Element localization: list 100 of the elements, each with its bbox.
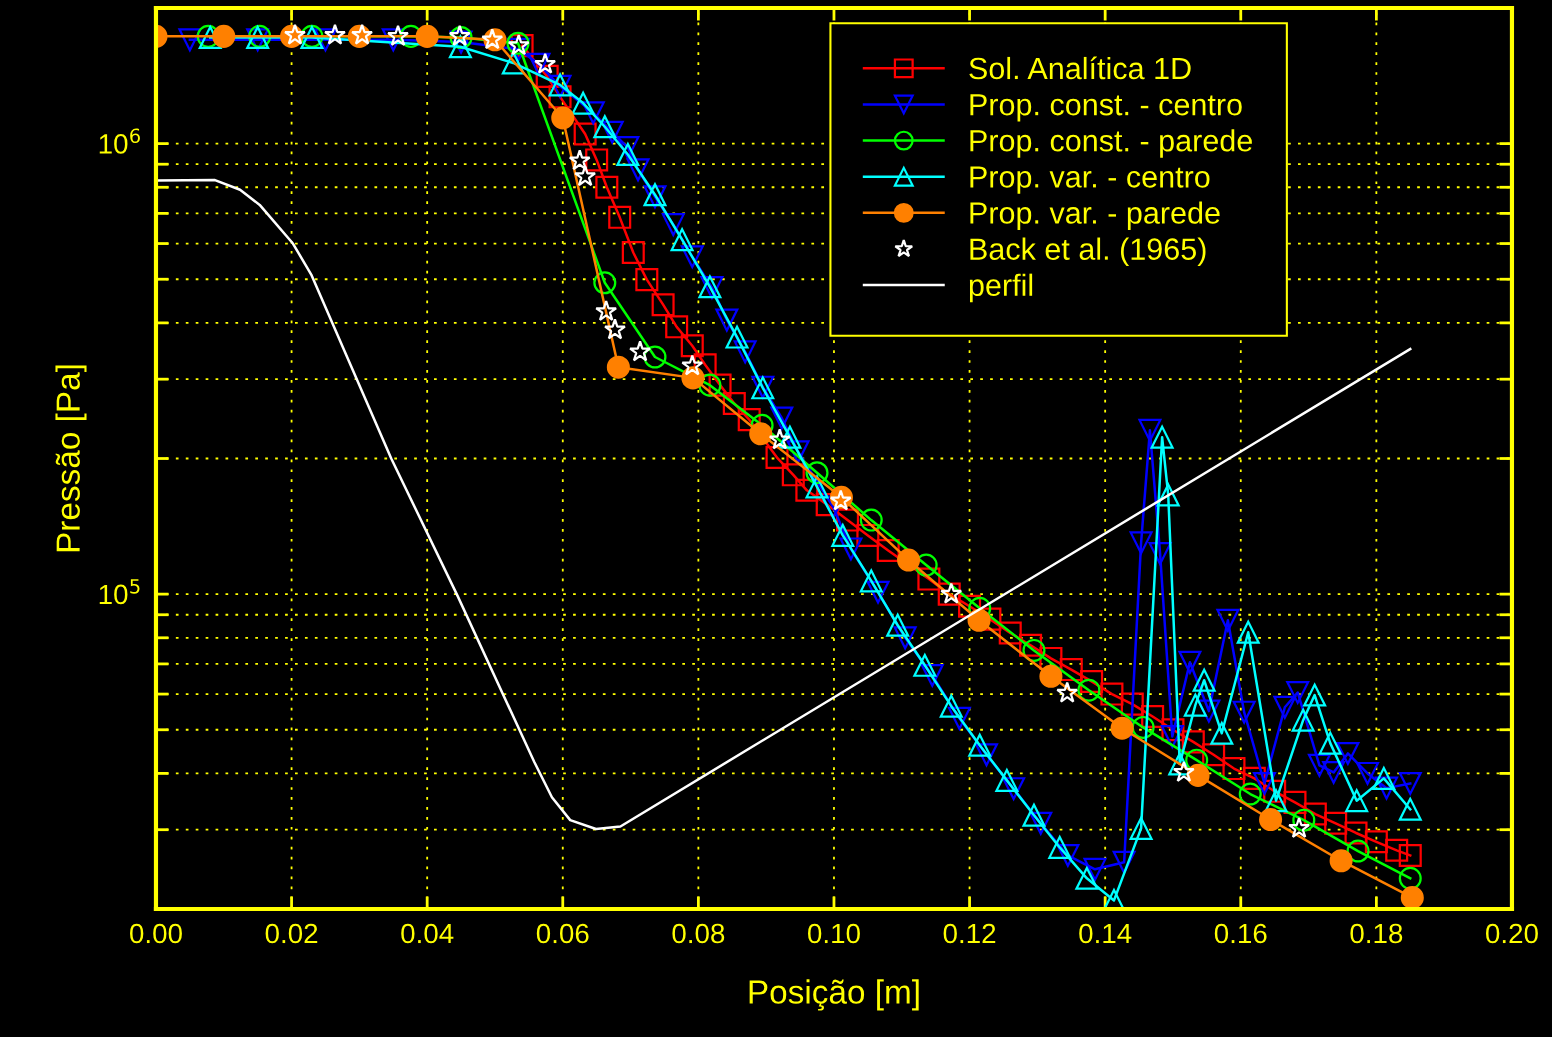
- point: [1264, 789, 1288, 813]
- point: [897, 548, 921, 572]
- point: [1178, 650, 1202, 674]
- point: [974, 743, 999, 767]
- point: [381, 28, 405, 52]
- point: [1291, 708, 1315, 732]
- point: [635, 268, 659, 292]
- point: [1259, 808, 1283, 832]
- point: [1398, 866, 1422, 890]
- point: [1048, 835, 1072, 859]
- point: [606, 355, 630, 379]
- point: [1232, 700, 1256, 724]
- point: [1336, 741, 1360, 765]
- point: [1002, 777, 1026, 801]
- point: [212, 24, 236, 48]
- point: [876, 538, 900, 562]
- point: [1183, 693, 1207, 717]
- y-axis-title: Pressão [Pa]: [55, 365, 87, 552]
- point: [1059, 658, 1083, 682]
- legend-label: Prop. var. - parede: [970, 201, 1220, 230]
- point: [1238, 782, 1262, 806]
- point: [681, 354, 704, 376]
- point: [1263, 779, 1287, 803]
- point: [680, 334, 704, 358]
- point: [1160, 724, 1184, 749]
- point: [595, 299, 618, 322]
- point: [920, 663, 944, 687]
- point: [1161, 718, 1185, 742]
- point: [768, 428, 791, 450]
- point: [616, 136, 640, 160]
- point: [786, 440, 810, 464]
- point: [1252, 771, 1277, 795]
- point: [1022, 803, 1046, 827]
- point: [551, 106, 575, 130]
- legend-label: Sol. Analítica 1D: [969, 56, 1191, 80]
- point: [1131, 715, 1155, 739]
- point: [939, 694, 963, 718]
- x-tick-label: 0.10: [808, 923, 860, 944]
- x-tick-label: 0.14: [1079, 923, 1132, 944]
- point: [1345, 789, 1369, 813]
- point: [1322, 760, 1346, 784]
- point: [323, 23, 346, 45]
- point: [415, 24, 439, 48]
- point: [831, 523, 855, 547]
- point: [1150, 425, 1174, 449]
- point: [886, 613, 910, 637]
- point: [593, 271, 617, 295]
- point: [534, 52, 557, 74]
- point: [1210, 721, 1234, 745]
- point: [603, 318, 626, 340]
- point: [1156, 483, 1180, 507]
- point: [1077, 678, 1101, 702]
- point: [778, 425, 802, 449]
- point: [585, 148, 609, 172]
- point: [1022, 638, 1046, 662]
- point: [593, 115, 617, 139]
- point: [715, 308, 739, 332]
- point: [1129, 816, 1153, 840]
- point: [1192, 668, 1216, 692]
- point: [1398, 797, 1422, 821]
- point: [581, 101, 605, 125]
- point: [1141, 704, 1165, 729]
- point: [1148, 542, 1172, 566]
- point: [1364, 830, 1388, 854]
- point: [995, 768, 1019, 792]
- point: [1273, 695, 1297, 719]
- point: [1385, 838, 1409, 862]
- point: [1400, 886, 1424, 910]
- point: [600, 120, 624, 144]
- point: [1398, 771, 1422, 795]
- point: [574, 165, 597, 187]
- point: [680, 245, 704, 269]
- point: [1222, 757, 1246, 781]
- legend-label: perfil: [969, 273, 1033, 303]
- point: [1216, 608, 1240, 632]
- point: [573, 122, 597, 146]
- point: [737, 408, 761, 432]
- point: [1056, 681, 1079, 703]
- legend-label: Back et al. (1965): [970, 237, 1206, 266]
- point: [725, 325, 749, 349]
- x-axis-title: Posição [m]: [749, 979, 919, 1011]
- point: [770, 406, 794, 430]
- point: [839, 537, 863, 561]
- x-tick-label: 0.12: [943, 923, 996, 944]
- point: [968, 733, 992, 757]
- point: [1398, 843, 1422, 867]
- point: [387, 24, 410, 46]
- point: [1286, 680, 1310, 704]
- point: [1172, 760, 1195, 782]
- point: [1344, 821, 1368, 845]
- point: [1307, 753, 1331, 777]
- point: [535, 64, 559, 88]
- point: [1019, 633, 1043, 657]
- legend-label: Prop. const. - centro: [970, 94, 1242, 122]
- point: [765, 446, 789, 470]
- point: [1372, 766, 1396, 790]
- legend-label: Prop. var. - centro: [970, 166, 1210, 194]
- point: [1181, 730, 1205, 754]
- point: [1100, 682, 1124, 706]
- point: [1112, 850, 1136, 874]
